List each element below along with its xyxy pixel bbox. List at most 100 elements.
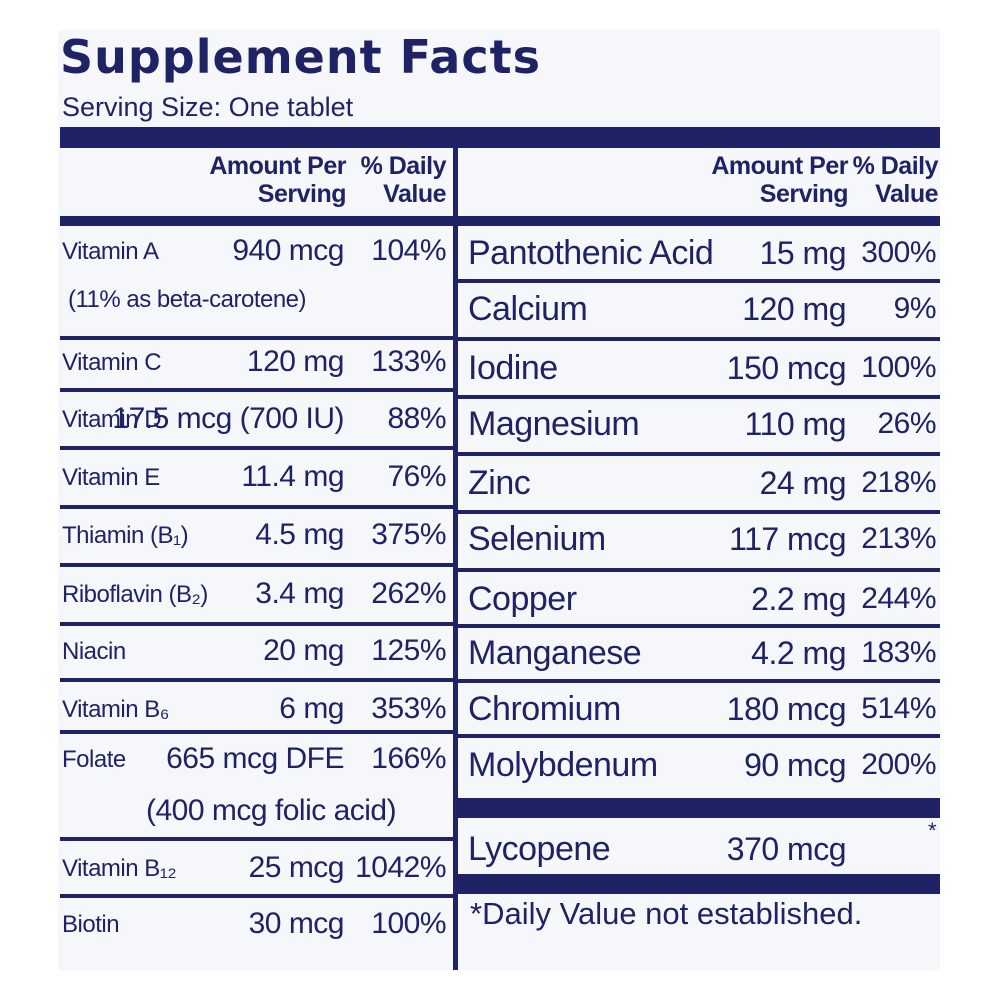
table-row: Folate 665 mcg DFE 166% (400 mcg folic acid… bbox=[62, 740, 448, 833]
amount-header-line1: Amount Per bbox=[711, 152, 848, 180]
nutrient-name: Vitamin B₆ bbox=[62, 696, 169, 723]
nutrient-name: Zinc bbox=[468, 464, 531, 502]
table-row: Lycopene 370 mcg * bbox=[468, 820, 938, 875]
nutrient-name: Magnesium bbox=[468, 405, 640, 443]
row-divider bbox=[60, 336, 453, 340]
left-amount-header: Amount Per Serving bbox=[200, 152, 346, 208]
percent-daily-value: 300% bbox=[861, 236, 936, 269]
dv-header-line2: Value bbox=[875, 180, 938, 208]
percent-daily-value: 26% bbox=[877, 407, 936, 440]
percent-daily-value: 514% bbox=[861, 692, 936, 725]
amount-per-serving: 15 mg bbox=[759, 235, 847, 271]
amount-per-serving: 6 mg bbox=[279, 692, 344, 725]
amount-per-serving: 4.2 mg bbox=[751, 635, 846, 671]
percent-daily-value: 125% bbox=[371, 634, 446, 667]
left-header-rule bbox=[60, 216, 453, 226]
table-row: Chromium 180 mcg 514% bbox=[468, 690, 938, 735]
amount-per-serving: 665 mcg DFE bbox=[166, 742, 344, 775]
row-divider bbox=[60, 505, 453, 509]
nutrient-name: Niacin bbox=[62, 638, 126, 665]
percent-daily-value: 244% bbox=[861, 582, 936, 615]
row-divider bbox=[458, 279, 940, 283]
table-row: Vitamin B₁₂ 25 mcg 1042% bbox=[62, 849, 448, 894]
percent-daily-value: 1042% bbox=[355, 851, 446, 884]
row-divider bbox=[60, 563, 453, 567]
nutrient-name: Calcium bbox=[468, 290, 588, 328]
nutrient-name: Copper bbox=[468, 580, 577, 618]
percent-daily-value: 353% bbox=[371, 692, 446, 725]
percent-daily-value: 213% bbox=[861, 522, 936, 555]
row-divider bbox=[60, 678, 453, 682]
percent-daily-value: 183% bbox=[861, 636, 936, 669]
percent-daily-value: 262% bbox=[371, 577, 446, 610]
footnote-thick-rule bbox=[458, 874, 940, 894]
amount-per-serving: 120 mg bbox=[742, 291, 846, 327]
amount-per-serving: 940 mcg bbox=[232, 234, 344, 267]
dv-header-line1: % Daily bbox=[360, 152, 447, 180]
nutrient-name: Vitamin A bbox=[62, 238, 159, 265]
footnote: *Daily Value not established. bbox=[470, 896, 863, 931]
row-divider bbox=[458, 734, 940, 738]
table-row: Niacin 20 mg 125% bbox=[62, 632, 448, 677]
amount-per-serving: 150 mcg bbox=[726, 350, 847, 386]
right-header-rule bbox=[458, 216, 940, 226]
nutrient-subnote: (400 mcg folic acid) bbox=[146, 794, 397, 827]
table-row: Vitamin B₆ 6 mg 353% bbox=[62, 690, 448, 735]
amount-per-serving: 17.5 mcg (700 IU) bbox=[112, 402, 344, 435]
percent-daily-value: 218% bbox=[861, 466, 936, 499]
table-row: Biotin 30 mcg 100% bbox=[62, 905, 448, 955]
table-row: Vitamin D 17.5 mcg (700 IU) 88% bbox=[62, 400, 448, 445]
nutrient-name: Biotin bbox=[62, 911, 120, 938]
column-divider bbox=[453, 148, 458, 970]
percent-daily-value: 100% bbox=[861, 351, 936, 384]
serving-size: Serving Size: One tablet bbox=[62, 92, 354, 122]
row-divider bbox=[458, 679, 940, 683]
table-row: Pantothenic Acid 15 mg 300% bbox=[468, 234, 938, 279]
nutrient-name: Vitamin B₁₂ bbox=[62, 855, 177, 882]
nutrient-name: Riboflavin (B₂) bbox=[62, 581, 208, 608]
section-thick-rule bbox=[458, 798, 940, 818]
percent-daily-value: * bbox=[927, 818, 937, 843]
amount-per-serving: 180 mcg bbox=[726, 691, 847, 727]
table-row: Copper 2.2 mg 244% bbox=[468, 580, 938, 625]
row-divider bbox=[458, 568, 940, 572]
table-row: Magnesium 110 mg 26% bbox=[468, 405, 938, 450]
table-row: Vitamin C 120 mg 133% bbox=[62, 343, 448, 388]
dv-header-line1: % Daily bbox=[852, 152, 939, 180]
table-row: Iodine 150 mcg 100% bbox=[468, 349, 938, 394]
row-divider bbox=[458, 510, 940, 514]
nutrient-name: Molybdenum bbox=[468, 746, 658, 784]
amount-per-serving: 24 mg bbox=[759, 465, 847, 501]
amount-per-serving: 90 mcg bbox=[744, 747, 846, 783]
percent-daily-value: 104% bbox=[371, 234, 446, 267]
nutrient-subnote: (11% as beta-carotene) bbox=[68, 286, 307, 313]
row-divider bbox=[60, 446, 453, 450]
amount-per-serving: 2.2 mg bbox=[751, 581, 846, 617]
row-divider bbox=[60, 388, 453, 392]
table-row: Molybdenum 90 mcg 200% bbox=[468, 746, 938, 791]
nutrient-name: Folate bbox=[62, 746, 126, 773]
table-row: Thiamin (B₁) 4.5 mg 375% bbox=[62, 516, 448, 561]
row-divider bbox=[60, 622, 453, 626]
nutrient-name: Selenium bbox=[468, 520, 606, 558]
row-divider bbox=[60, 894, 453, 898]
nutrient-name: Thiamin (B₁) bbox=[62, 522, 189, 549]
percent-daily-value: 9% bbox=[893, 292, 937, 325]
row-divider bbox=[458, 337, 940, 341]
amount-per-serving: 110 mg bbox=[744, 406, 847, 442]
nutrient-name: Vitamin C bbox=[62, 349, 162, 376]
percent-daily-value: 133% bbox=[371, 345, 446, 378]
amount-header-line2: Serving bbox=[759, 180, 849, 208]
amount-per-serving: 4.5 mg bbox=[255, 518, 344, 551]
dv-header-line2: Value bbox=[383, 180, 446, 208]
table-row: Vitamin E 11.4 mg 76% bbox=[62, 458, 448, 503]
table-row: Zinc 24 mg 218% bbox=[468, 464, 938, 509]
nutrient-name: Iodine bbox=[468, 349, 558, 387]
table-row: Riboflavin (B₂) 3.4 mg 262% bbox=[62, 575, 448, 620]
amount-per-serving: 30 mcg bbox=[248, 907, 345, 940]
right-dv-header: % Daily Value bbox=[846, 152, 939, 208]
amount-per-serving: 370 mcg bbox=[726, 831, 847, 867]
amount-per-serving: 117 mcg bbox=[729, 521, 846, 557]
amount-per-serving: 3.4 mg bbox=[255, 577, 344, 610]
top-thick-rule bbox=[60, 127, 940, 148]
